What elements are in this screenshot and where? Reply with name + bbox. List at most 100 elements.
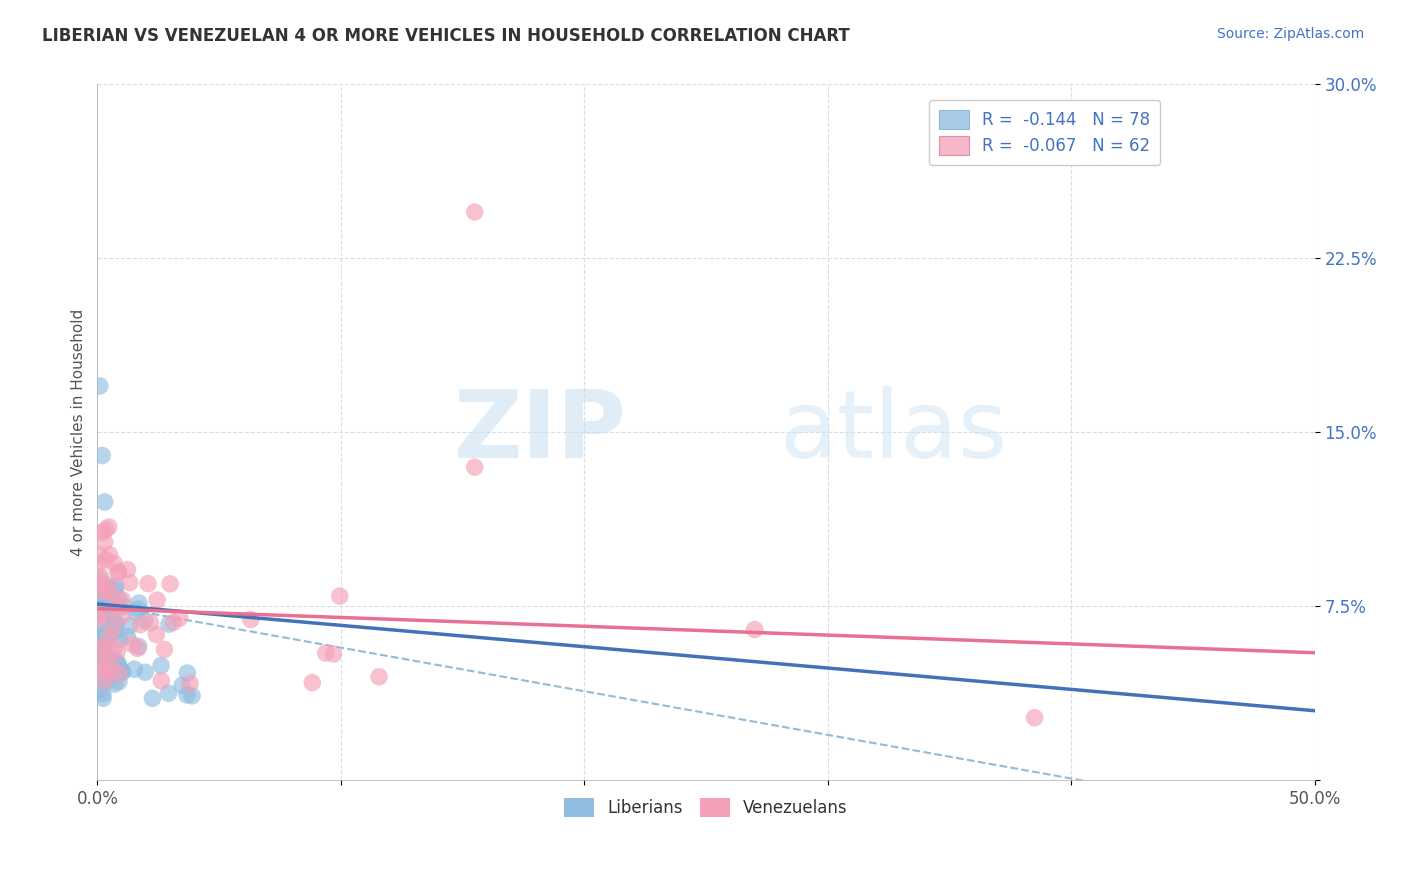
Point (107, 666, 129, 681)
Point (150, 658, 173, 673)
Point (103, 667, 125, 681)
Point (96, 650, 118, 665)
Point (89, 572, 111, 586)
Point (96, 589, 118, 603)
Point (94, 625, 117, 640)
Point (91, 691, 114, 706)
Point (90, 664, 112, 678)
Point (97, 665, 120, 680)
Point (108, 599, 131, 614)
Point (97, 590, 120, 604)
Point (301, 675, 323, 690)
Point (96, 674, 118, 689)
Point (87, 641, 110, 656)
Point (90, 593, 112, 607)
Point (127, 602, 149, 616)
Point (90, 569, 112, 583)
Point (87, 630, 110, 644)
Point (91, 449, 114, 463)
Point (94, 553, 117, 567)
Point (150, 673, 173, 688)
Point (117, 630, 139, 644)
Point (176, 665, 198, 680)
Point (162, 615, 184, 630)
Point (86, 557, 108, 571)
Point (87, 579, 110, 593)
Point (86, 657, 108, 671)
Point (744, 623, 766, 637)
Text: atlas: atlas (779, 386, 1007, 478)
Point (159, 577, 181, 591)
Point (93, 674, 115, 689)
Point (93, 657, 115, 671)
Legend: Liberians, Venezuelans: Liberians, Venezuelans (558, 791, 855, 824)
Point (87, 635, 110, 649)
Point (322, 647, 344, 661)
Point (107, 566, 129, 580)
Point (128, 640, 150, 654)
Y-axis label: 4 or more Vehicles in Household: 4 or more Vehicles in Household (72, 309, 86, 556)
Point (89, 577, 111, 591)
Point (146, 593, 169, 607)
Point (111, 665, 134, 679)
Point (96, 583, 118, 598)
Point (1024, 711, 1046, 725)
Point (172, 678, 194, 692)
Point (103, 612, 125, 626)
Text: ZIP: ZIP (454, 386, 627, 478)
Point (134, 614, 156, 628)
Point (91, 587, 114, 601)
Point (97, 520, 120, 534)
Point (104, 579, 127, 593)
Point (108, 674, 131, 689)
Point (100, 599, 122, 613)
Point (90, 595, 112, 609)
Point (89, 599, 111, 614)
Point (96, 633, 118, 648)
Point (96, 650, 118, 665)
Point (86, 608, 108, 623)
Point (169, 611, 191, 625)
Point (104, 666, 127, 681)
Point (368, 670, 391, 684)
Point (97, 631, 120, 645)
Point (111, 609, 134, 624)
Point (94, 535, 117, 549)
Point (93, 495, 115, 509)
Point (112, 599, 135, 614)
Point (94, 638, 117, 652)
Point (145, 627, 167, 641)
Point (179, 676, 201, 690)
Point (97, 606, 120, 620)
Point (157, 617, 180, 632)
Point (121, 637, 143, 651)
Point (125, 606, 148, 620)
Point (107, 591, 129, 605)
Point (103, 624, 125, 638)
Point (100, 660, 122, 674)
Point (97, 608, 120, 623)
Point (94, 523, 117, 537)
Point (329, 589, 352, 603)
Point (107, 657, 129, 672)
Point (104, 582, 127, 597)
Point (107, 657, 129, 671)
Point (87, 548, 110, 562)
Point (91, 615, 114, 630)
Point (108, 632, 131, 647)
Point (91, 640, 114, 655)
Point (90, 639, 112, 653)
Text: Source: ZipAtlas.com: Source: ZipAtlas.com (1216, 27, 1364, 41)
Point (141, 691, 163, 706)
Point (91, 592, 114, 607)
Point (128, 596, 150, 610)
Point (101, 594, 124, 608)
Point (103, 640, 125, 655)
Point (86, 574, 108, 588)
Point (93, 591, 115, 605)
Point (93, 639, 115, 653)
Point (107, 564, 129, 578)
Point (93, 632, 115, 646)
Point (111, 665, 134, 679)
Point (98, 654, 121, 668)
